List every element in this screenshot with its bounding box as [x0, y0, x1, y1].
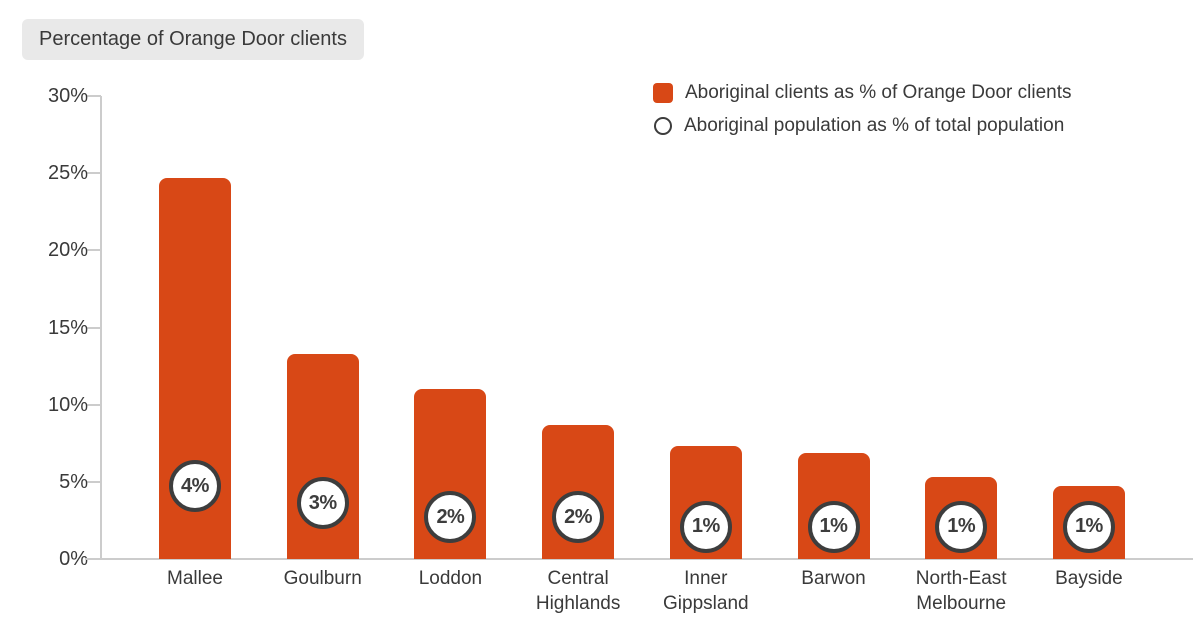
x-axis-label-mallee: Mallee — [167, 568, 223, 589]
y-tick-label-30-: 30% — [47, 85, 88, 107]
chart-title: Percentage of Orange Door clients — [22, 19, 364, 60]
population-marker-north-east-melbourne: 1% — [935, 500, 988, 553]
population-marker-inner-gippsland: 1% — [679, 500, 732, 553]
y-tick-label-25-: 25% — [47, 162, 88, 185]
x-axis-label-bayside: Bayside — [1055, 568, 1123, 589]
y-axis-line — [100, 96, 102, 559]
y-tick-30- — [87, 95, 101, 97]
population-marker-bayside: 1% — [1062, 500, 1115, 553]
x-axis-label-north-east-melbourne: North-East Melbourne — [915, 568, 1007, 614]
population-marker-mallee: 4% — [169, 460, 221, 513]
legend-item-bars: Aboriginal clients as % of Orange Door c… — [653, 82, 1072, 104]
y-tick-5- — [87, 480, 101, 483]
y-tick-20- — [87, 249, 101, 252]
y-tick-label-0-: 0% — [59, 548, 88, 570]
x-axis-line — [85, 558, 1193, 560]
legend: Aboriginal clients as % of Orange Door c… — [653, 82, 1072, 137]
bar-series-swatch-icon — [653, 83, 673, 103]
x-axis-label-barwon: Barwon — [801, 568, 866, 589]
population-marker-central-highlands: 2% — [552, 491, 605, 544]
x-axis-label-inner-gippsland: Inner Gippsland — [663, 568, 749, 614]
legend-item-circles: Aboriginal population as % of total popu… — [653, 115, 1072, 137]
y-tick-15- — [87, 326, 101, 329]
y-tick-10- — [87, 403, 101, 406]
x-axis-label-loddon: Loddon — [418, 568, 483, 589]
x-axis-label-central-highlands: Central Highlands — [535, 568, 621, 614]
circle-series-swatch-icon — [654, 117, 672, 135]
y-tick-label-20-: 20% — [47, 239, 88, 262]
population-marker-goulburn: 3% — [296, 477, 349, 530]
population-marker-barwon: 1% — [807, 500, 860, 553]
legend-label-bars: Aboriginal clients as % of Orange Door c… — [685, 82, 1072, 103]
legend-label-circles: Aboriginal population as % of total popu… — [684, 115, 1065, 136]
y-tick-label-5-: 5% — [59, 470, 88, 493]
y-tick-25- — [87, 172, 101, 175]
population-marker-loddon: 2% — [424, 491, 477, 544]
y-tick-label-15-: 15% — [47, 316, 88, 339]
x-axis-label-goulburn: Goulburn — [283, 568, 362, 589]
y-tick-label-10-: 10% — [47, 393, 88, 416]
